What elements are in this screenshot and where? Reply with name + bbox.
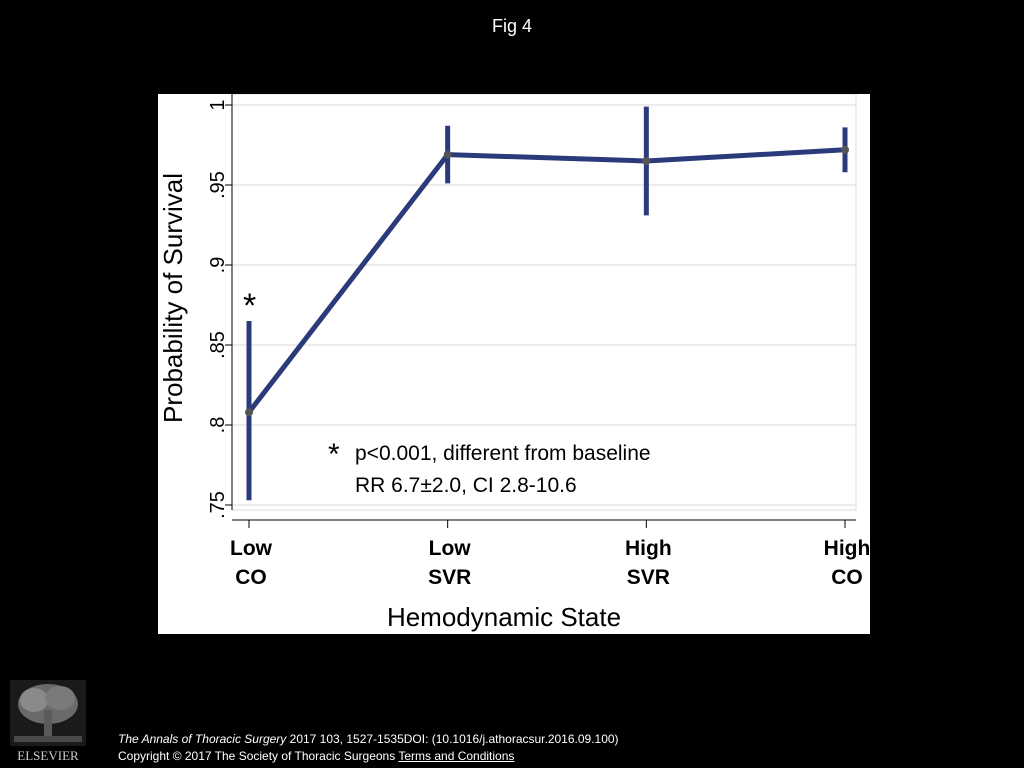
survival-line [247, 147, 846, 414]
survival-chart: .75.8.85.9.951 LowCOLowSVRHighSVRHighCO … [158, 94, 870, 632]
data-point [841, 145, 849, 154]
citation: The Annals of Thoracic Surgery 2017 103,… [118, 731, 619, 747]
y-tick-label: 1 [207, 99, 229, 110]
significance-star: * [243, 287, 256, 325]
x-tick-label: CO [235, 566, 267, 589]
x-tick-label: CO [831, 566, 863, 589]
chart-panel: .75.8.85.9.95 1 Low CO Low SVR High SVR High CO … [158, 94, 870, 634]
annotation-line-2: RR 6.7±2.0, CI 2.8-10.6 [355, 474, 577, 497]
y-axis-label: Probability of Survival [158, 173, 188, 423]
slide-title: Fig 4 [491, 16, 533, 36]
journal-name: The Annals of Thoracic Surgery [118, 732, 287, 746]
x-axis-label: Hemodynamic State [387, 602, 621, 632]
y-tick-label: .95 [207, 171, 229, 199]
y-tick-label: .75 [207, 491, 229, 519]
y-ticks: .75 .8 .85 .9 .95 1 [207, 99, 232, 519]
y-tick-label: .85 [207, 331, 229, 359]
data-point [443, 150, 452, 159]
x-tick-label: High [824, 537, 870, 560]
copyright-line: Copyright © 2017 The Society of Thoracic… [118, 748, 514, 764]
y-tick-label: .8 [207, 417, 229, 434]
x-tick-label: Low [429, 537, 472, 560]
copyright-text: Copyright © 2017 The Society of Thoracic… [118, 749, 396, 763]
x-tick-label: SVR [428, 566, 471, 589]
y-tick-label: .9 [207, 257, 229, 274]
x-tick-label: SVR [627, 566, 670, 589]
x-ticks: Low CO Low SVR High SVR High CO [230, 520, 870, 589]
citation-details: 2017 103, 1527-1535DOI: (10.1016/j.athor… [286, 732, 619, 746]
data-points [245, 145, 849, 417]
terms-and-conditions-link[interactable]: Terms and Conditions [398, 749, 515, 763]
publisher-name: ELSEVIER [17, 748, 79, 763]
annotation-line-1: p<0.001, different from baseline [355, 442, 651, 465]
x-tick-label: Low [230, 537, 273, 560]
annotation-star: * [328, 438, 340, 471]
elsevier-logo: ELSEVIER [10, 680, 86, 764]
gridlines [232, 104, 856, 506]
data-point [245, 408, 253, 417]
tree-icon [10, 680, 86, 746]
data-point [642, 157, 651, 165]
x-tick-label: High [625, 537, 672, 560]
